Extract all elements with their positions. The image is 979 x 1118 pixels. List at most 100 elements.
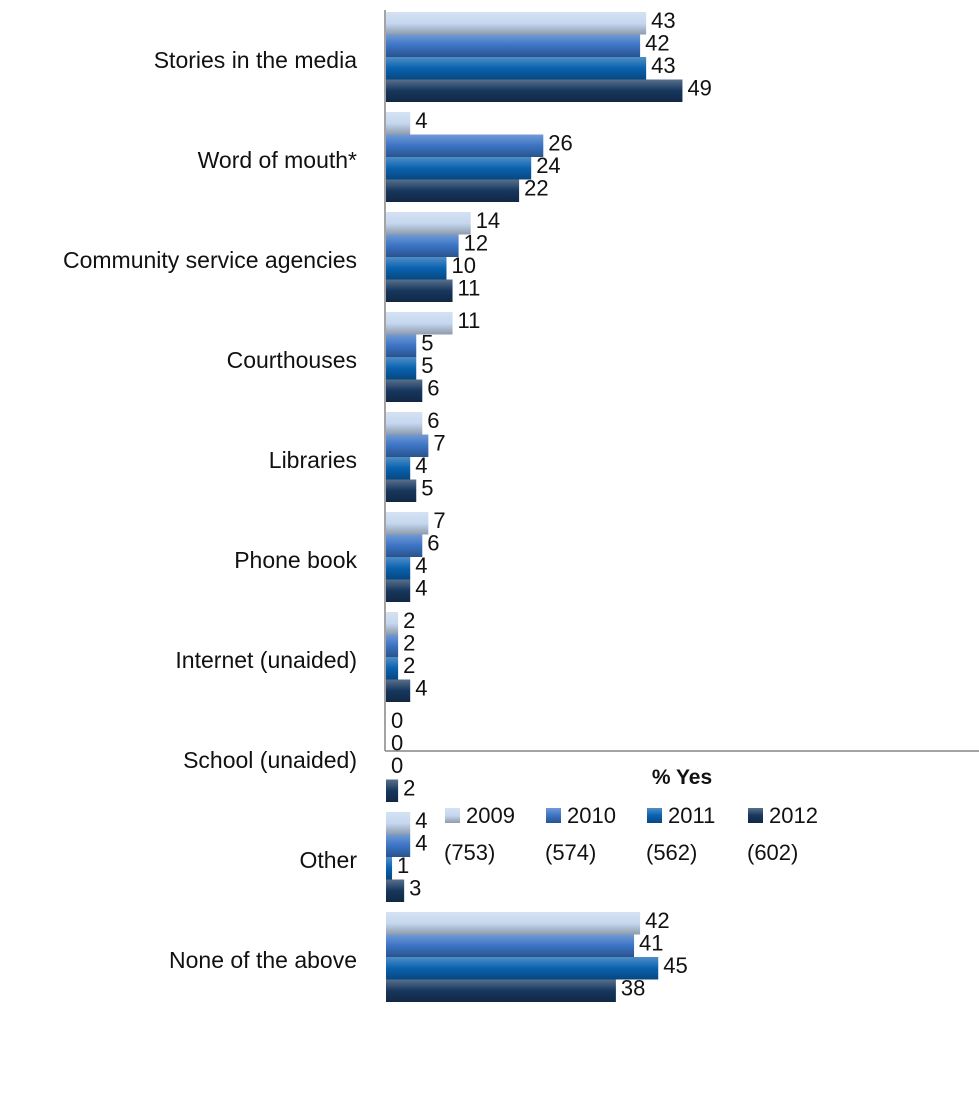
value-labels-layer: 4342434942624221412101111556674576442224… <box>391 8 712 1001</box>
value-label-courthouses-2009: 11 <box>458 308 481 333</box>
value-label-phone-book-2011: 4 <box>415 553 427 578</box>
category-label-stories-in-the-media: Stories in the media <box>154 47 357 73</box>
bar-word-of-mouth-2010 <box>386 134 544 157</box>
bar-courthouses-2012 <box>386 379 423 402</box>
bar-word-of-mouth-2009 <box>386 112 411 135</box>
legend-sample-2010: (574) <box>545 840 596 865</box>
category-label-phone-book: Phone book <box>234 547 357 573</box>
value-label-school-unaided-2009: 0 <box>391 708 403 733</box>
bar-internet-unaided-2011 <box>386 657 399 680</box>
bar-phone-book-2011 <box>386 557 411 580</box>
value-label-none-of-the-above-2012: 38 <box>621 976 645 1001</box>
legend-swatch-2009 <box>445 808 460 823</box>
value-label-libraries-2011: 4 <box>415 453 427 478</box>
bar-internet-unaided-2010 <box>386 634 399 657</box>
bar-none-of-the-above-2012 <box>386 979 616 1002</box>
legend-item-2011: 2011 (562) <box>646 803 715 865</box>
value-label-internet-unaided-2012: 4 <box>415 676 427 701</box>
value-label-word-of-mouth-2012: 22 <box>524 176 548 201</box>
bar-none-of-the-above-2010 <box>386 934 635 957</box>
category-label-school-unaided: School (unaided) <box>183 747 357 773</box>
value-label-libraries-2009: 6 <box>427 408 439 433</box>
category-label-community-service-agencies: Community service agencies <box>63 247 357 273</box>
value-label-libraries-2010: 7 <box>433 431 445 456</box>
legend-swatch-2011 <box>647 808 662 823</box>
bar-school-unaided-2012 <box>386 779 399 802</box>
bar-libraries-2012 <box>386 479 417 502</box>
value-label-other-2010: 4 <box>415 831 427 856</box>
category-label-other: Other <box>299 847 357 873</box>
legend-sample-2011: (562) <box>646 840 697 865</box>
bar-stories-in-the-media-2012 <box>386 79 683 102</box>
value-label-community-service-agencies-2011: 10 <box>452 253 476 278</box>
bar-word-of-mouth-2012 <box>386 179 520 202</box>
bar-community-service-agencies-2009 <box>386 212 471 235</box>
value-label-internet-unaided-2010: 2 <box>403 631 415 656</box>
value-label-word-of-mouth-2010: 26 <box>548 131 572 156</box>
bar-other-2010 <box>386 834 411 857</box>
bars-layer <box>386 12 683 1002</box>
value-label-community-service-agencies-2010: 12 <box>464 231 488 256</box>
bar-libraries-2010 <box>386 434 429 457</box>
bar-stories-in-the-media-2010 <box>386 34 641 57</box>
bar-other-2009 <box>386 812 411 835</box>
value-label-none-of-the-above-2011: 45 <box>663 953 687 978</box>
value-label-phone-book-2012: 4 <box>415 576 427 601</box>
legend-item-2010: 2010 (574) <box>545 803 616 865</box>
bar-libraries-2009 <box>386 412 423 435</box>
bar-community-service-agencies-2010 <box>386 234 459 257</box>
bar-none-of-the-above-2011 <box>386 957 659 980</box>
legend: 2009 (753) 2010 (574) 2011 (562) 2012 (602) <box>444 803 818 865</box>
bar-community-service-agencies-2012 <box>386 279 453 302</box>
bar-internet-unaided-2012 <box>386 679 411 702</box>
legend-item-2009: 2009 (753) <box>444 803 515 865</box>
value-label-other-2012: 3 <box>409 876 421 901</box>
legend-label-2010: 2010 <box>567 803 616 828</box>
legend-swatch-2012 <box>748 808 763 823</box>
value-label-other-2011: 1 <box>397 853 409 878</box>
value-label-none-of-the-above-2009: 42 <box>645 908 669 933</box>
bar-internet-unaided-2009 <box>386 612 399 635</box>
category-label-courthouses: Courthouses <box>227 347 357 373</box>
category-label-word-of-mouth: Word of mouth* <box>198 147 357 173</box>
value-label-community-service-agencies-2012: 11 <box>458 276 481 301</box>
value-label-school-unaided-2010: 0 <box>391 731 403 756</box>
legend-label-2011: 2011 <box>668 803 715 828</box>
value-label-internet-unaided-2009: 2 <box>403 608 415 633</box>
value-label-phone-book-2010: 6 <box>427 531 439 556</box>
value-label-stories-in-the-media-2012: 49 <box>687 76 711 101</box>
bar-other-2011 <box>386 857 393 880</box>
bar-courthouses-2009 <box>386 312 453 335</box>
value-label-libraries-2012: 5 <box>421 476 433 501</box>
value-label-courthouses-2012: 6 <box>427 376 439 401</box>
bar-none-of-the-above-2009 <box>386 912 641 935</box>
bar-stories-in-the-media-2009 <box>386 12 647 35</box>
bar-other-2012 <box>386 879 405 902</box>
bar-courthouses-2010 <box>386 334 417 357</box>
value-label-courthouses-2011: 5 <box>421 353 433 378</box>
legend-item-2012: 2012 (602) <box>747 803 818 865</box>
bar-phone-book-2009 <box>386 512 429 535</box>
bar-libraries-2011 <box>386 457 411 480</box>
bar-courthouses-2011 <box>386 357 417 380</box>
category-label-internet-unaided: Internet (unaided) <box>175 647 357 673</box>
bar-phone-book-2012 <box>386 579 411 602</box>
category-labels-layer: Stories in the media Word of mouth* Commun… <box>63 47 358 973</box>
legend-label-2012: 2012 <box>769 803 818 828</box>
value-label-none-of-the-above-2010: 41 <box>639 931 663 956</box>
bar-word-of-mouth-2011 <box>386 157 532 180</box>
value-label-word-of-mouth-2011: 24 <box>536 153 560 178</box>
value-label-stories-in-the-media-2009: 43 <box>651 8 675 33</box>
bar-stories-in-the-media-2011 <box>386 57 647 80</box>
value-label-school-unaided-2011: 0 <box>391 753 403 778</box>
legend-sample-2009: (753) <box>444 840 495 865</box>
value-label-word-of-mouth-2009: 4 <box>415 108 427 133</box>
value-label-stories-in-the-media-2010: 42 <box>645 31 669 56</box>
value-label-internet-unaided-2011: 2 <box>403 653 415 678</box>
value-label-other-2009: 4 <box>415 808 427 833</box>
category-label-libraries: Libraries <box>269 447 357 473</box>
legend-swatch-2010 <box>546 808 561 823</box>
value-label-courthouses-2010: 5 <box>421 331 433 356</box>
category-label-none-of-the-above: None of the above <box>169 947 357 973</box>
